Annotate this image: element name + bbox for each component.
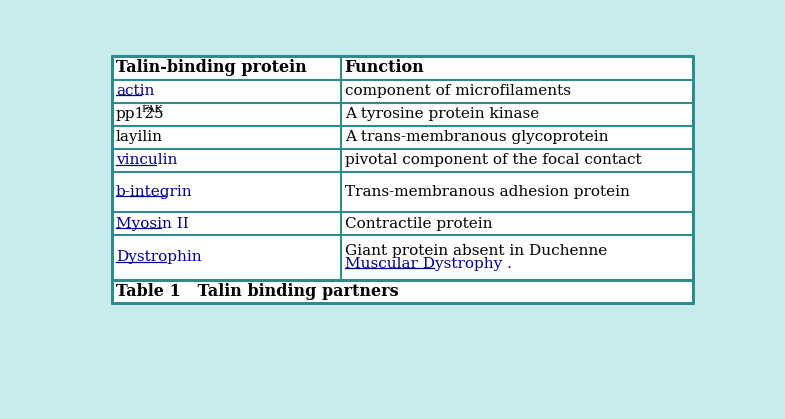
Text: FAK: FAK — [142, 105, 163, 114]
Text: Giant protein absent in Duchenne: Giant protein absent in Duchenne — [345, 244, 607, 258]
Text: Myosin II: Myosin II — [116, 217, 188, 230]
Text: b-integrin: b-integrin — [116, 185, 192, 199]
Text: Contractile protein: Contractile protein — [345, 217, 492, 230]
Text: Function: Function — [345, 59, 425, 77]
Text: Dystrophin: Dystrophin — [116, 251, 202, 264]
Text: component of microfilaments: component of microfilaments — [345, 84, 571, 98]
Text: A trans-membranous glycoprotein: A trans-membranous glycoprotein — [345, 130, 608, 144]
Bar — [112, 57, 692, 280]
Text: Table 1   Talin binding partners: Table 1 Talin binding partners — [116, 283, 399, 300]
Text: A tyrosine protein kinase: A tyrosine protein kinase — [345, 107, 539, 121]
Text: pivotal component of the focal contact: pivotal component of the focal contact — [345, 153, 641, 167]
Text: Muscular Dystrophy .: Muscular Dystrophy . — [345, 257, 512, 271]
Text: pp125: pp125 — [116, 107, 165, 121]
Text: actin: actin — [116, 84, 155, 98]
Bar — [112, 280, 692, 303]
Text: Talin-binding protein: Talin-binding protein — [116, 59, 307, 77]
Text: layilin: layilin — [116, 130, 163, 144]
Text: vinculin: vinculin — [116, 153, 177, 167]
Text: Trans-membranous adhesion protein: Trans-membranous adhesion protein — [345, 185, 630, 199]
